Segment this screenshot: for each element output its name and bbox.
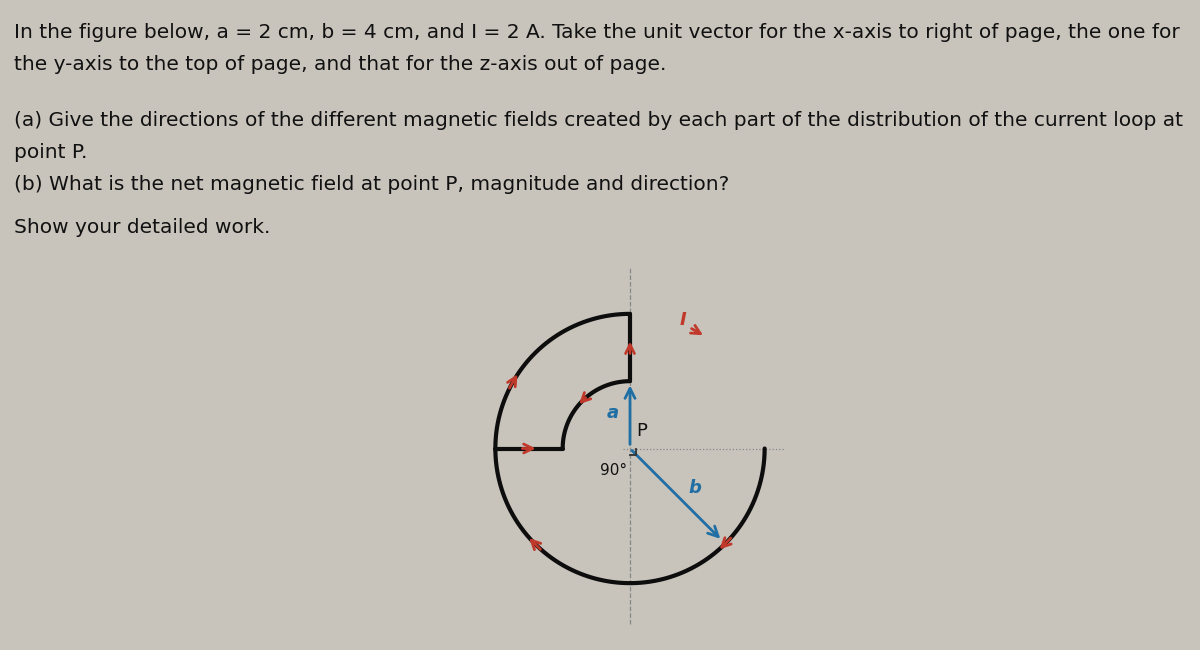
Text: the y-axis to the top of page, and that for the z-axis out of page.: the y-axis to the top of page, and that … (14, 55, 667, 74)
Text: (a) Give the directions of the different magnetic fields created by each part of: (a) Give the directions of the different… (14, 111, 1183, 129)
Text: I: I (679, 311, 686, 330)
Text: 90°: 90° (600, 463, 626, 478)
Text: P: P (637, 422, 648, 441)
Text: a: a (606, 404, 618, 422)
Text: In the figure below, a = 2 cm, b = 4 cm, and I = 2 A. Take the unit vector for t: In the figure below, a = 2 cm, b = 4 cm,… (14, 23, 1180, 42)
Text: (b) What is the net magnetic field at point P, magnitude and direction?: (b) What is the net magnetic field at po… (14, 176, 730, 194)
Text: b: b (688, 479, 701, 497)
Text: Show your detailed work.: Show your detailed work. (14, 218, 271, 237)
Text: point P.: point P. (14, 143, 88, 162)
